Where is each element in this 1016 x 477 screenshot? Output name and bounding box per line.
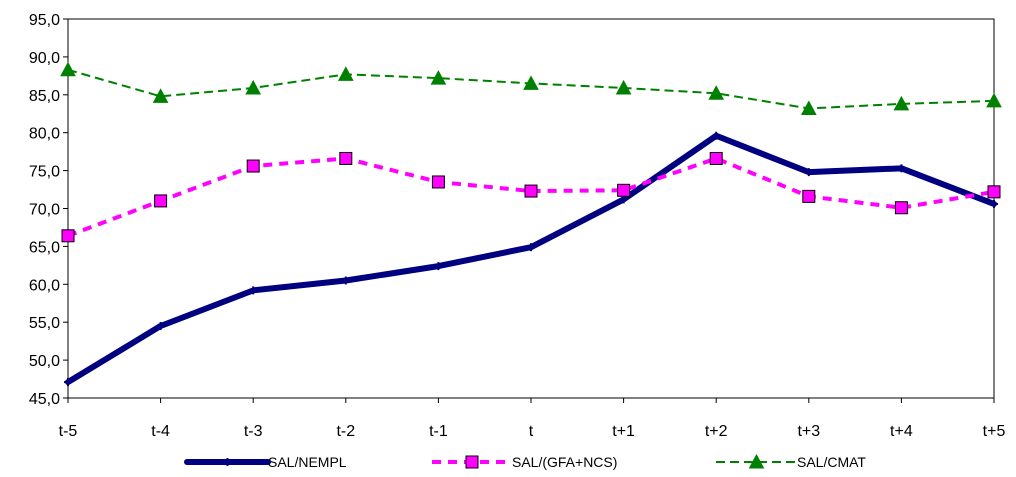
legend-item: SAL/(GFA+NCS): [432, 454, 617, 470]
x-tick-label: t-1: [429, 423, 448, 440]
data-point-marker: [156, 321, 165, 330]
data-point-marker: [60, 61, 76, 77]
legend-item: SAL/CMAT: [716, 453, 866, 470]
axes: 45,0 50,0 55,0 60,0 65,0 70,0 75,0 80,0 85,0 90,0…: [29, 12, 1006, 440]
x-tick-label: t+4: [890, 423, 913, 440]
data-point-marker: [337, 66, 354, 81]
data-point-marker: [339, 151, 353, 165]
data-point-marker: [245, 79, 262, 95]
y-tick-label: 85,0: [29, 88, 60, 105]
data-point-marker: [708, 85, 725, 100]
data-point-marker: [893, 95, 910, 111]
data-point-marker: [617, 183, 631, 197]
legend-marker: [223, 458, 232, 466]
data-point-marker: [341, 276, 350, 285]
legend-label: SAL/CMAT: [797, 454, 866, 470]
x-tick-label: t-5: [59, 423, 78, 440]
data-point-marker: [712, 131, 721, 140]
x-tick-label: t-2: [336, 423, 355, 440]
y-tick-label: 55,0: [29, 315, 60, 332]
series-line: [65, 132, 997, 386]
y-tick-label: 90,0: [29, 50, 60, 67]
x-tick-label: t-4: [151, 423, 170, 440]
data-point-marker: [430, 70, 447, 85]
legend-label: SAL/(GFA+NCS): [512, 454, 617, 470]
data-point-marker: [61, 229, 75, 243]
y-tick-label: 75,0: [29, 164, 60, 181]
data-point-marker: [524, 184, 538, 198]
legend: SAL/NEMPL SAL/(GFA+NCS) SAL/CMAT: [184, 453, 866, 470]
data-point-marker: [246, 159, 260, 173]
data-point-marker: [615, 79, 632, 95]
x-tick-label: t+2: [705, 423, 728, 440]
data-point-marker: [249, 286, 258, 295]
series-1: [64, 131, 998, 387]
y-tick-label: 45,0: [29, 391, 60, 408]
series-layer: [60, 61, 1002, 387]
data-point-marker: [152, 88, 169, 103]
data-point-marker: [990, 199, 998, 208]
y-tick-label: 65,0: [29, 239, 60, 256]
legend-marker: [748, 453, 765, 469]
y-tick-label: 80,0: [29, 126, 60, 143]
legend-item: SAL/NEMPL: [184, 454, 347, 470]
data-point-marker: [434, 262, 443, 271]
data-point-marker: [527, 243, 535, 252]
data-point-marker: [894, 201, 908, 215]
legend-label: SAL/NEMPL: [268, 454, 347, 470]
data-point-marker: [64, 378, 72, 387]
x-tick-label: t+3: [797, 423, 820, 440]
series-3: [60, 61, 1002, 115]
data-point-marker: [987, 185, 1001, 199]
data-point-marker: [154, 194, 168, 208]
data-point-marker: [897, 164, 906, 173]
x-tick-label: t-3: [244, 423, 263, 440]
data-point-marker: [986, 92, 1002, 108]
y-tick-label: 70,0: [29, 202, 60, 219]
data-point-marker: [800, 100, 817, 115]
data-point-marker: [709, 151, 723, 165]
x-tick-label: t: [529, 423, 534, 440]
x-tick-label: t+1: [612, 423, 635, 440]
y-tick-label: 60,0: [29, 277, 60, 294]
data-point-marker: [523, 75, 539, 90]
series-2: [61, 151, 1001, 243]
data-point-marker: [804, 168, 813, 177]
y-tick-label: 50,0: [29, 353, 60, 370]
data-point-marker: [431, 175, 445, 189]
legend-marker: [465, 455, 479, 469]
x-tick-label: t+5: [983, 423, 1006, 440]
data-point-marker: [802, 189, 816, 203]
series-line: [67, 156, 995, 238]
y-tick-label: 95,0: [29, 12, 60, 29]
